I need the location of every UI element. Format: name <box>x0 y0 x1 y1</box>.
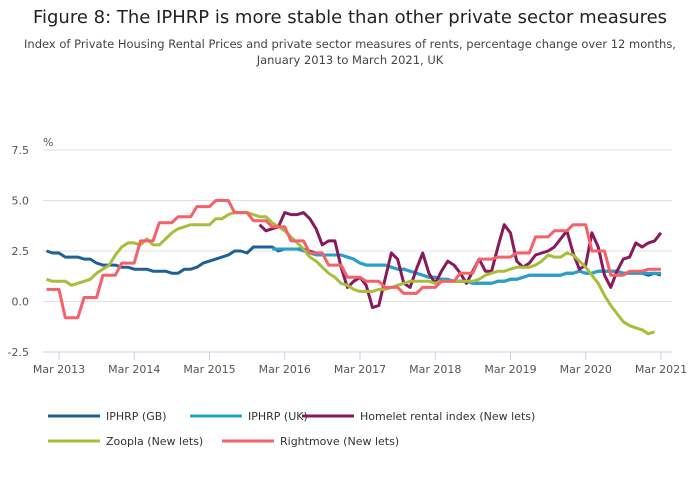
y-tick-label: 0.0 <box>12 296 30 309</box>
chart-subtitle-line2: January 2013 to March 2021, UK <box>256 53 444 67</box>
y-tick-label: -2.5 <box>8 346 29 359</box>
legend-label: Homelet rental index (New lets) <box>360 410 535 423</box>
legend-label: IPHRP (UK) <box>248 410 308 423</box>
x-tick-label: Mar 2018 <box>409 363 461 376</box>
x-tick-label: Mar 2015 <box>183 363 235 376</box>
legend-label: Rightmove (New lets) <box>280 435 399 448</box>
x-tick-label: Mar 2021 <box>635 363 687 376</box>
x-tick-label: Mar 2019 <box>484 363 536 376</box>
chart-subtitle-line1: Index of Private Housing Rental Prices a… <box>24 37 676 51</box>
x-tick-label: Mar 2016 <box>259 363 311 376</box>
x-tick-label: Mar 2020 <box>560 363 612 376</box>
legend-label: IPHRP (GB) <box>106 410 167 423</box>
y-tick-label: 5.0 <box>12 195 30 208</box>
series-line-4 <box>46 199 661 320</box>
legend-label: Zoopla (New lets) <box>106 435 203 448</box>
y-tick-label: 2.5 <box>12 245 30 258</box>
series-line-2 <box>258 211 663 310</box>
y-axis-label: % <box>43 136 53 149</box>
x-tick-label: Mar 2013 <box>33 363 85 376</box>
x-tick-label: Mar 2014 <box>108 363 160 376</box>
y-tick-label: 7.5 <box>12 144 30 157</box>
chart-title: Figure 8: The IPHRP is more stable than … <box>32 7 668 28</box>
x-tick-label: Mar 2017 <box>334 363 386 376</box>
